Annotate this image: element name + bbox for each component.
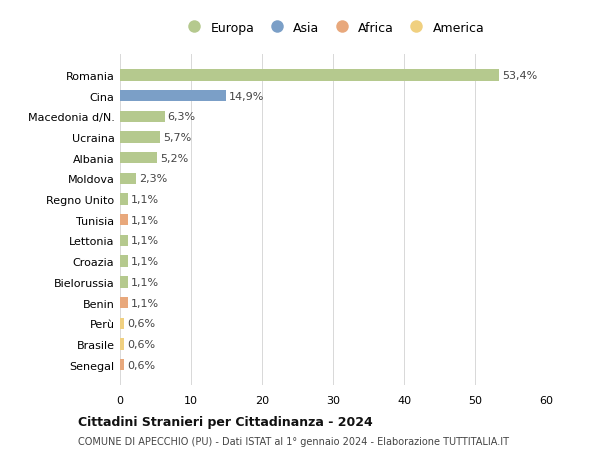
Text: 1,1%: 1,1% bbox=[131, 236, 159, 246]
Bar bbox=[120, 70, 499, 81]
Text: 2,3%: 2,3% bbox=[139, 174, 167, 184]
Text: Cittadini Stranieri per Cittadinanza - 2024: Cittadini Stranieri per Cittadinanza - 2… bbox=[78, 415, 373, 428]
Bar bbox=[120, 91, 226, 102]
Text: COMUNE DI APECCHIO (PU) - Dati ISTAT al 1° gennaio 2024 - Elaborazione TUTTITALI: COMUNE DI APECCHIO (PU) - Dati ISTAT al … bbox=[78, 436, 509, 446]
Text: 14,9%: 14,9% bbox=[229, 91, 264, 101]
Text: 0,6%: 0,6% bbox=[127, 319, 155, 329]
Bar bbox=[120, 277, 128, 288]
Text: 1,1%: 1,1% bbox=[131, 215, 159, 225]
Legend: Europa, Asia, Africa, America: Europa, Asia, Africa, America bbox=[182, 22, 484, 34]
Text: 6,3%: 6,3% bbox=[167, 112, 196, 122]
Bar bbox=[120, 153, 157, 164]
Bar bbox=[120, 174, 136, 185]
Bar bbox=[120, 318, 124, 329]
Text: 1,1%: 1,1% bbox=[131, 195, 159, 205]
Bar bbox=[120, 297, 128, 308]
Text: 53,4%: 53,4% bbox=[502, 71, 537, 81]
Text: 1,1%: 1,1% bbox=[131, 257, 159, 267]
Bar bbox=[120, 339, 124, 350]
Text: 0,6%: 0,6% bbox=[127, 360, 155, 370]
Bar bbox=[120, 112, 165, 123]
Text: 5,7%: 5,7% bbox=[163, 133, 191, 143]
Bar bbox=[120, 132, 160, 143]
Bar bbox=[120, 194, 128, 205]
Text: 0,6%: 0,6% bbox=[127, 339, 155, 349]
Text: 1,1%: 1,1% bbox=[131, 298, 159, 308]
Text: 5,2%: 5,2% bbox=[160, 153, 188, 163]
Bar bbox=[120, 215, 128, 226]
Bar bbox=[120, 256, 128, 267]
Text: 1,1%: 1,1% bbox=[131, 277, 159, 287]
Bar bbox=[120, 359, 124, 370]
Bar bbox=[120, 235, 128, 246]
